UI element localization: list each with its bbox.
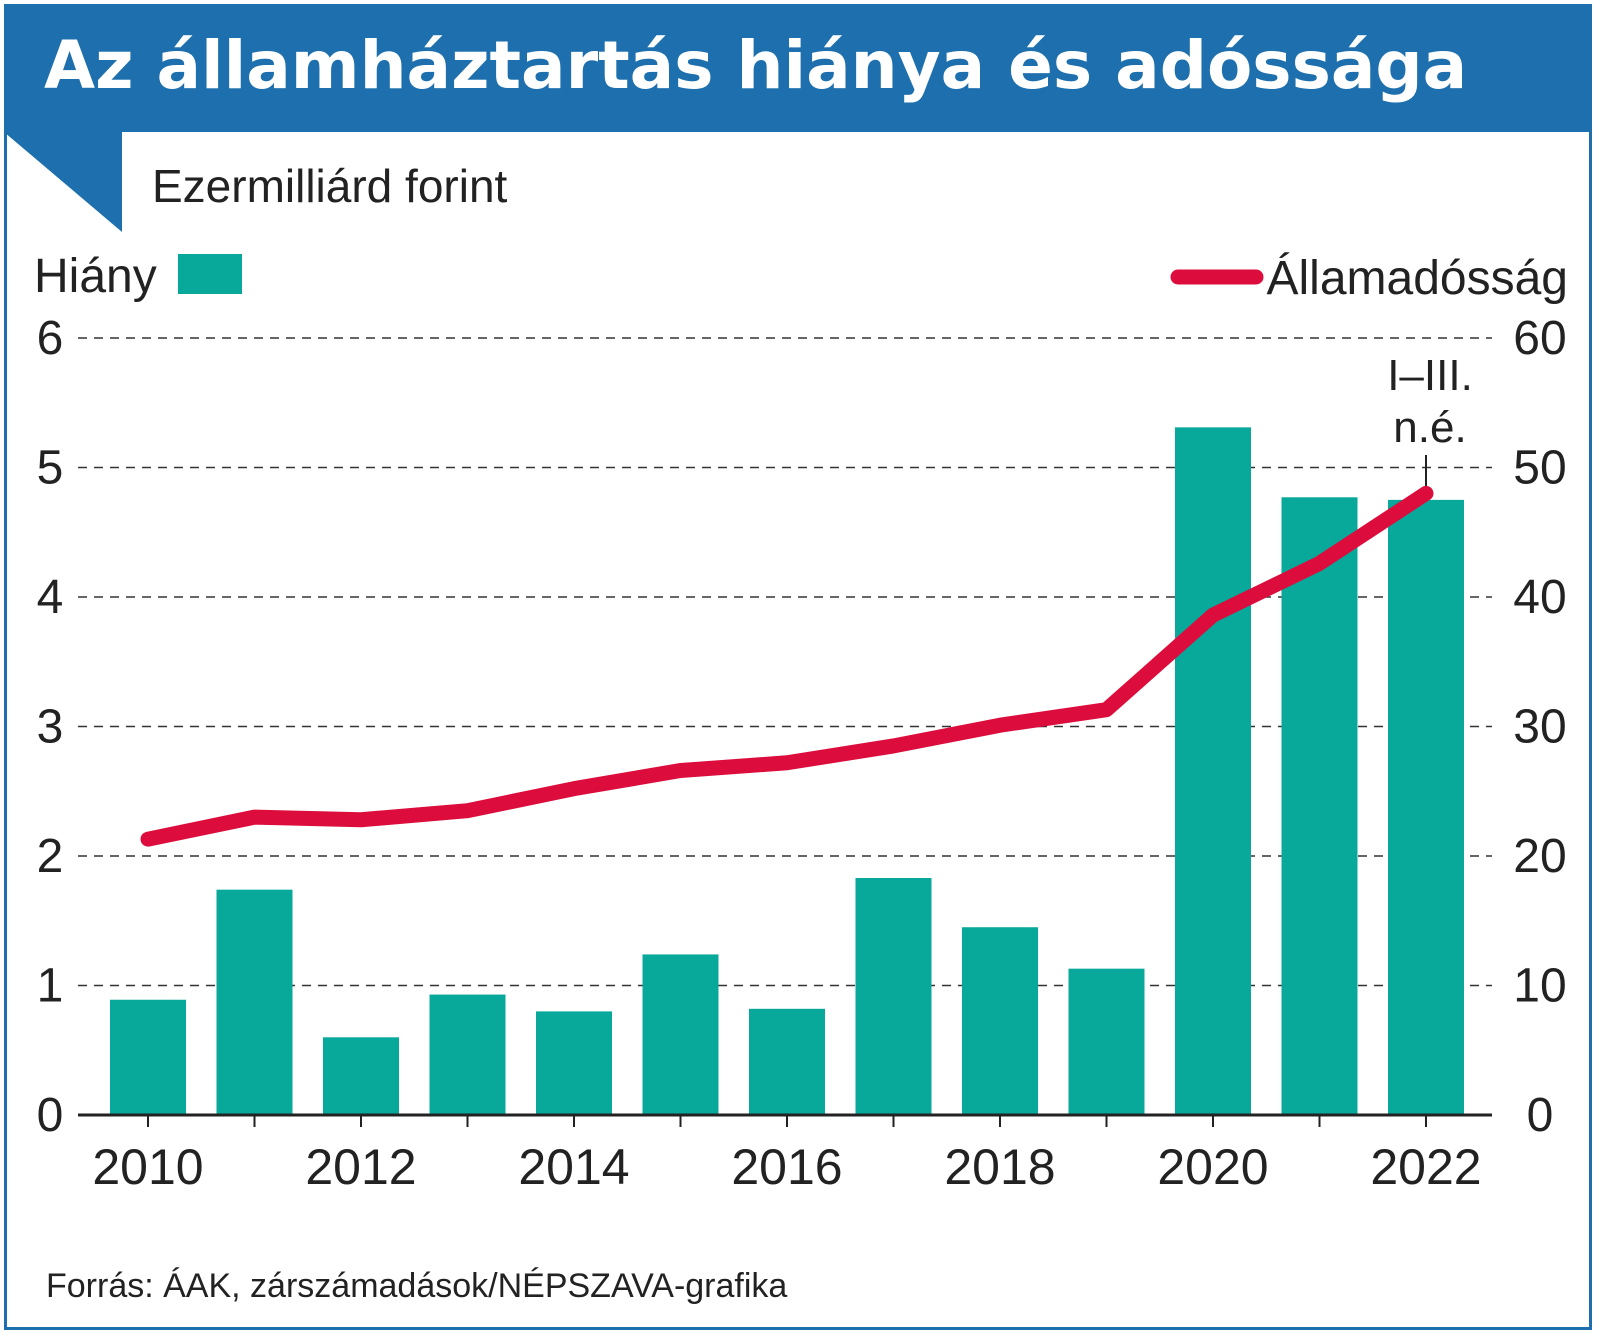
line-point xyxy=(1212,614,1214,617)
bar xyxy=(536,1011,612,1115)
chart-title: Az államháztartás hiánya és adóssága xyxy=(44,27,1468,104)
x-tick-label: 2020 xyxy=(1157,1139,1268,1195)
legend-label-hiany: Hiány xyxy=(34,250,157,303)
title-pointer-notch xyxy=(4,132,122,232)
x-tick-label: 2014 xyxy=(518,1139,629,1195)
y-left-tick-label: 6 xyxy=(37,312,64,365)
bar xyxy=(1281,497,1358,1115)
bar xyxy=(1068,968,1145,1115)
annotation-line-2: n.é. xyxy=(1393,403,1466,452)
x-tick-label: 2022 xyxy=(1370,1139,1481,1195)
y-left-tick-label: 0 xyxy=(37,1089,64,1142)
line-point xyxy=(679,769,682,772)
annotation-line-1: I–III. xyxy=(1387,351,1473,400)
bar xyxy=(1388,499,1464,1115)
x-tick-label: 2010 xyxy=(92,1139,203,1195)
y-right-tick-label: 20 xyxy=(1513,830,1566,883)
line-point xyxy=(573,787,575,790)
bar xyxy=(323,1037,399,1115)
y-left-tick-label: 4 xyxy=(37,571,64,624)
bar xyxy=(1175,427,1251,1116)
y-right-tick-label: 10 xyxy=(1513,960,1566,1013)
line-point xyxy=(1425,492,1427,495)
bar xyxy=(429,994,506,1115)
y-left-tick-label: 2 xyxy=(37,830,64,883)
bar xyxy=(962,927,1038,1115)
x-tick-label: 2016 xyxy=(731,1139,842,1195)
y-right-tick-label: 0 xyxy=(1527,1089,1554,1142)
bar xyxy=(855,878,932,1115)
line-point xyxy=(999,724,1001,727)
line-point xyxy=(466,809,469,812)
title-bar: Az államháztartás hiánya és adóssága xyxy=(4,4,1592,132)
y-right-tick-label: 40 xyxy=(1513,571,1566,624)
y-left-tick-label: 5 xyxy=(37,442,64,495)
unit-label: Ezermilliárd forint xyxy=(152,160,508,212)
bar xyxy=(642,954,719,1115)
line-point xyxy=(1105,708,1108,711)
bar xyxy=(749,1008,825,1115)
x-tick-label: 2018 xyxy=(944,1139,1055,1195)
line-point xyxy=(786,761,788,764)
line-point xyxy=(892,744,895,747)
line-point xyxy=(253,816,256,819)
x-tick-label: 2012 xyxy=(305,1139,416,1195)
bar xyxy=(110,999,186,1115)
bar xyxy=(216,889,293,1115)
line-point xyxy=(1318,562,1321,565)
line-point xyxy=(147,838,149,841)
line-point xyxy=(360,818,362,821)
y-right-tick-label: 50 xyxy=(1513,442,1566,495)
legend-label-allamadossag: Államadósság xyxy=(1267,252,1569,305)
y-left-tick-label: 3 xyxy=(37,701,64,754)
legend-swatch-hiany xyxy=(178,254,242,294)
y-right-tick-label: 60 xyxy=(1513,312,1566,365)
y-left-tick-label: 1 xyxy=(37,960,64,1013)
source-note: Forrás: ÁAK, zárszámadások/NÉPSZAVA-graf… xyxy=(46,1267,788,1305)
y-right-tick-label: 30 xyxy=(1513,701,1566,754)
